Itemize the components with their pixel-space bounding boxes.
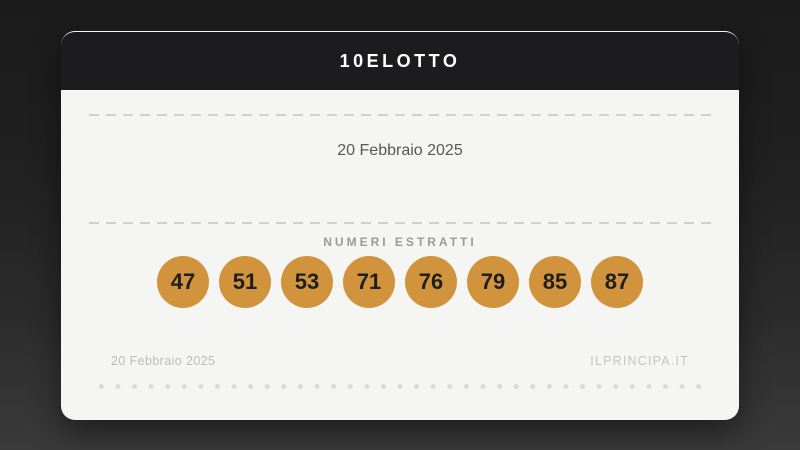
footer-site-label: ILPRINCIPA.IT [590, 354, 689, 368]
number-ball: 53 [281, 256, 333, 308]
page-title: 10ELOTTO [339, 50, 461, 71]
number-ball: 76 [405, 256, 457, 308]
lotto-results-card: 10ELOTTO 20 Febbraio 2025 NUMERI ESTRATT… [61, 31, 739, 420]
card-body: 20 Febbraio 2025 NUMERI ESTRATTI 47 51 53 7… [61, 90, 739, 420]
numbers-row: 47 51 53 71 76 79 85 87 [89, 256, 711, 308]
dashed-separator-top [89, 114, 711, 116]
dashed-separator-middle [89, 222, 711, 224]
footer-date: 20 Febbraio 2025 [111, 354, 216, 368]
card-header: 10ELOTTO [61, 32, 739, 90]
number-ball: 79 [467, 256, 519, 308]
number-ball: 51 [219, 256, 271, 308]
number-ball: 85 [529, 256, 581, 308]
number-ball: 87 [591, 256, 643, 308]
card-footer: 20 Febbraio 2025 ILPRINCIPA.IT [89, 354, 711, 368]
draw-date: 20 Febbraio 2025 [337, 142, 463, 159]
number-ball: 47 [157, 256, 209, 308]
numbers-label: NUMERI ESTRATTI [323, 235, 477, 249]
number-ball: 71 [343, 256, 395, 308]
perforation-dots [91, 382, 709, 391]
